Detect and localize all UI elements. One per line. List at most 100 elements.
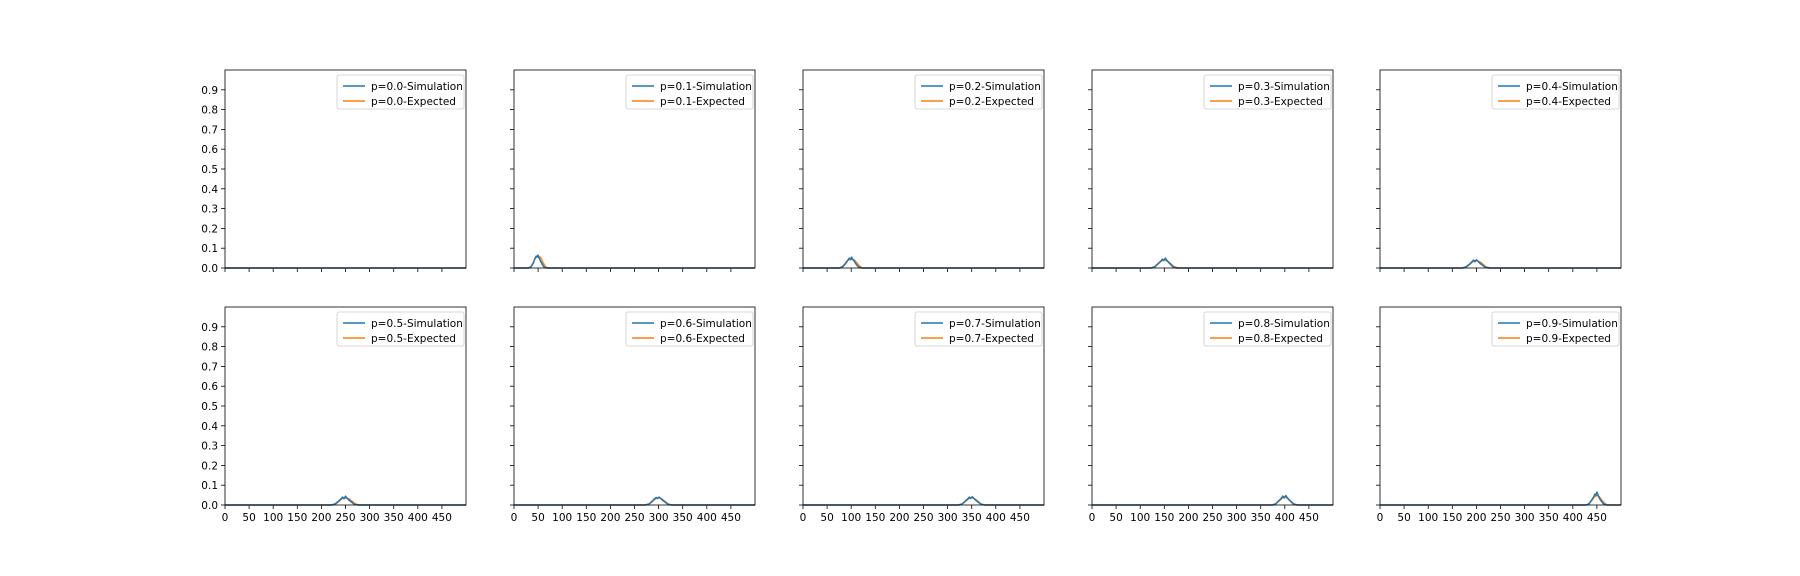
y-tick-label: 0.4 <box>201 421 218 433</box>
legend-box <box>1491 311 1620 347</box>
x-tick-label: 150 <box>1442 512 1462 524</box>
y-tick-label: 0.0 <box>201 263 218 275</box>
x-tick-label: 200 <box>1178 512 1198 524</box>
legend: p=0.8-Simulation p=0.8-Expected <box>1203 311 1332 347</box>
legend-box <box>914 311 1043 347</box>
subplot-0.0: 0.0 0.1 0.2 0.3 0.4 0.5 0.6 0.7 0.8 0.9 p=0.0-Simu… <box>201 69 467 275</box>
subplot-0.1: p=0.1-Simulation p=0.1-Expected <box>510 69 756 272</box>
y-tick-label: 0.2 <box>201 223 218 235</box>
x-tick-label: 150 <box>576 512 596 524</box>
y-tick-label: 0.7 <box>201 361 218 373</box>
x-tick-label: 450 <box>432 512 452 524</box>
x-tick-label: 250 <box>913 512 933 524</box>
simulation-line <box>225 495 466 506</box>
x-tick-label: 300 <box>1515 512 1535 524</box>
x-tick-label: 450 <box>1010 512 1030 524</box>
subplot-0.4: p=0.4-Simulation p=0.4-Expected <box>1376 69 1622 272</box>
simulation-line <box>803 256 1044 269</box>
x-tick-label: 0 <box>800 512 807 524</box>
legend: p=0.0-Simulation p=0.0-Expected <box>336 74 465 110</box>
x-tick-label: 300 <box>1227 512 1247 524</box>
y-tick-label: 0.4 <box>201 184 218 196</box>
y-tick-label: 0.0 <box>201 500 218 512</box>
legend-label: p=0.3-Expected <box>1238 96 1323 108</box>
x-tick-label: 100 <box>552 512 572 524</box>
axes-frame <box>802 306 1045 506</box>
x-tick-label: 450 <box>1587 512 1607 524</box>
x-tick-label: 100 <box>1418 512 1438 524</box>
axes-frame <box>1379 69 1622 269</box>
legend-box <box>625 74 754 110</box>
subplot-0.7: 0 50 100 150 200 250 300 350 400 450 p=0.7-Simulat… <box>799 306 1045 524</box>
legend-box <box>1203 74 1332 110</box>
x-tick-label: 100 <box>841 512 861 524</box>
legend-label: p=0.8-Simulation <box>1238 318 1330 330</box>
legend-label: p=0.7-Expected <box>949 333 1034 345</box>
legend-box <box>1203 311 1332 347</box>
x-tick-label: 0 <box>511 512 518 524</box>
axes-frame <box>224 69 467 269</box>
axes-frame <box>1091 69 1334 269</box>
simulation-line <box>1380 491 1621 506</box>
x-tick-label: 250 <box>1202 512 1222 524</box>
x-tick-label: 50 <box>242 512 255 524</box>
x-tick-label: 350 <box>1251 512 1271 524</box>
y-tick-label: 0.9 <box>201 322 218 334</box>
x-tick-label: 350 <box>1539 512 1559 524</box>
x-tick-label: 200 <box>600 512 620 524</box>
legend: p=0.7-Simulation p=0.7-Expected <box>914 311 1043 347</box>
x-tick-label: 50 <box>531 512 544 524</box>
legend-label: p=0.4-Simulation <box>1526 81 1618 93</box>
legend: p=0.9-Simulation p=0.9-Expected <box>1491 311 1620 347</box>
simulation-line <box>1092 494 1333 506</box>
x-tick-label: 200 <box>311 512 331 524</box>
legend-label: p=0.7-Simulation <box>949 318 1041 330</box>
x-tick-label: 350 <box>673 512 693 524</box>
y-tick-label: 0.5 <box>201 401 218 413</box>
legend: p=0.4-Simulation p=0.4-Expected <box>1491 74 1620 110</box>
axes-frame <box>1091 306 1334 506</box>
y-tick-label: 0.6 <box>201 144 218 156</box>
x-tick-label: 300 <box>938 512 958 524</box>
y-tick-label: 0.1 <box>201 480 218 492</box>
simulation-line <box>514 254 755 269</box>
legend-label: p=0.5-Expected <box>371 333 456 345</box>
legend-box <box>336 311 465 347</box>
x-tick-label: 450 <box>721 512 741 524</box>
simulation-line <box>514 496 755 506</box>
subplot-0.9: 0 50 100 150 200 250 300 350 400 450 p=0.9-Simulat… <box>1376 306 1622 524</box>
x-tick-label: 150 <box>1154 512 1174 524</box>
legend-label: p=0.1-Expected <box>660 96 745 108</box>
y-tick-label: 0.3 <box>201 204 218 216</box>
legend-label: p=0.3-Simulation <box>1238 81 1330 93</box>
legend-box <box>336 74 465 110</box>
x-tick-label: 50 <box>1397 512 1410 524</box>
x-tick-label: 100 <box>1130 512 1150 524</box>
legend-label: p=0.2-Expected <box>949 96 1034 108</box>
axes-frame <box>513 69 756 269</box>
x-tick-label: 250 <box>624 512 644 524</box>
x-tick-label: 400 <box>1275 512 1295 524</box>
x-tick-label: 300 <box>360 512 380 524</box>
legend-label: p=0.5-Simulation <box>371 318 463 330</box>
x-tick-label: 350 <box>384 512 404 524</box>
legend-box <box>1491 74 1620 110</box>
legend-label: p=0.9-Expected <box>1526 333 1611 345</box>
legend-label: p=0.2-Simulation <box>949 81 1041 93</box>
x-tick-label: 250 <box>1490 512 1510 524</box>
legend-box <box>625 311 754 347</box>
legend: p=0.3-Simulation p=0.3-Expected <box>1203 74 1332 110</box>
x-tick-label: 350 <box>962 512 982 524</box>
x-tick-label: 400 <box>408 512 428 524</box>
subplot-0.3: p=0.3-Simulation p=0.3-Expected <box>1088 69 1334 272</box>
x-tick-label: 50 <box>1109 512 1122 524</box>
x-tick-label: 0 <box>1089 512 1096 524</box>
legend: p=0.5-Simulation p=0.5-Expected <box>336 311 465 347</box>
subplot-0.8: 0 50 100 150 200 250 300 350 400 450 p=0.8-Simulat… <box>1088 306 1334 524</box>
x-tick-label: 400 <box>697 512 717 524</box>
x-tick-label: 200 <box>1466 512 1486 524</box>
axes-frame <box>224 306 467 506</box>
x-tick-label: 200 <box>889 512 909 524</box>
x-tick-label: 50 <box>820 512 833 524</box>
